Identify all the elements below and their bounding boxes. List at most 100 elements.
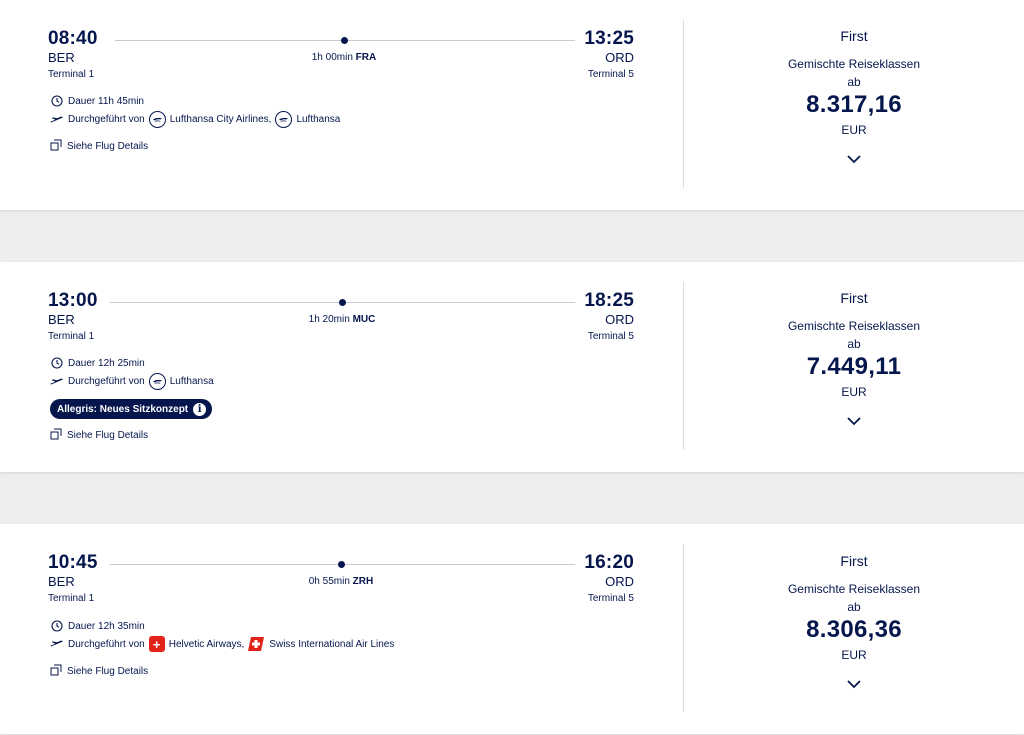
operated-by-row: Durchgeführt von Helvetic Airways, Swiss… — [50, 636, 394, 652]
duration-row: Dauer 12h 25min — [50, 356, 145, 370]
departure-airport: BER — [48, 50, 75, 65]
lufthansa-logo-icon — [275, 111, 293, 128]
stopover-airport: ZRH — [352, 576, 374, 587]
chevron-down-icon[interactable] — [847, 151, 861, 169]
arrival-time: 16:20 — [584, 552, 634, 573]
carrier: Lufthansa — [275, 111, 340, 128]
price: 8.317,16 — [806, 91, 902, 118]
stopover-dot — [339, 299, 346, 306]
departure-terminal: Terminal 1 — [48, 331, 95, 342]
lufthansa-logo-icon — [148, 373, 166, 390]
mixed-cabin-label: Gemischte Reiseklassen — [787, 582, 921, 596]
price: 8.306,36 — [806, 616, 902, 643]
fare-option[interactable]: First Gemischte Reiseklassen ab 7.449,11… — [684, 290, 1024, 431]
currency: EUR — [841, 123, 867, 137]
mixed-cabin-label: Gemischte Reiseklassen — [787, 319, 921, 333]
stopover-dot — [338, 561, 345, 568]
arrival-time: 18:25 — [584, 290, 634, 311]
stopover-airport: FRA — [355, 52, 377, 63]
price-from-label: ab — [847, 337, 861, 351]
lufthansa-logo-icon — [148, 111, 166, 128]
arrival-terminal: Terminal 5 — [587, 331, 634, 342]
flight-details-label: Siehe Flug Details — [67, 430, 149, 441]
plane-icon — [50, 113, 64, 127]
arrival-terminal: Terminal 5 — [587, 593, 634, 604]
fare-option[interactable]: First Gemischte Reiseklassen ab 8.306,36… — [684, 553, 1024, 694]
currency: EUR — [841, 385, 867, 399]
chevron-down-icon[interactable] — [847, 676, 861, 694]
arrival-time: 13:25 — [584, 28, 634, 49]
flight-details-link[interactable]: Siehe Flug Details — [50, 139, 148, 154]
flight-details-label: Siehe Flug Details — [67, 666, 149, 677]
swiss-logo-icon — [248, 636, 265, 652]
operated-by-row: Durchgeführt von Lufthansa City Airlines… — [50, 111, 340, 128]
duration-text: Dauer 12h 25min — [68, 357, 145, 369]
carrier-name: Lufthansa City Airlines, — [169, 114, 272, 125]
chevron-down-icon[interactable] — [847, 413, 861, 431]
carrier-name: Lufthansa — [296, 114, 341, 125]
carrier-name: Lufthansa — [169, 376, 214, 387]
stopover-info: 1h 00min FRA — [274, 52, 414, 63]
carrier: Helvetic Airways, — [148, 636, 245, 652]
plane-icon — [50, 637, 64, 651]
duration-row: Dauer 11h 45min — [50, 94, 144, 108]
stopover-duration: 0h 55min — [308, 576, 350, 587]
stopover-duration: 1h 20min — [308, 314, 350, 325]
arrival-airport: ORD — [605, 50, 634, 65]
price: 7.449,11 — [806, 353, 902, 380]
clock-icon — [50, 619, 64, 633]
flight-details-label: Siehe Flug Details — [67, 141, 149, 152]
allegris-badge[interactable]: Allegris: Neues Sitzkonzept i — [50, 399, 213, 419]
flight-card: 08:40 BER Terminal 1 1h 00min FRA 13:25 … — [0, 0, 1024, 210]
carrier: Swiss International Air Lines — [248, 636, 394, 652]
column-divider — [683, 544, 684, 712]
stopover-airport: MUC — [352, 314, 376, 325]
external-link-icon — [50, 664, 62, 679]
carrier: Lufthansa — [148, 373, 214, 390]
flight-details-link[interactable]: Siehe Flug Details — [50, 664, 148, 679]
departure-time: 08:40 — [48, 28, 98, 49]
duration-text: Dauer 12h 35min — [68, 620, 145, 632]
flight-card: 13:00 BER Terminal 1 1h 20min MUC 18:25 … — [0, 262, 1024, 472]
operated-by-label: Durchgeführt von — [68, 114, 145, 125]
external-link-icon — [50, 428, 62, 443]
cabin-class: First — [840, 28, 868, 44]
price-from-label: ab — [847, 75, 861, 89]
stopover-dot — [341, 37, 348, 44]
carrier: Lufthansa City Airlines, — [148, 111, 272, 128]
currency: EUR — [841, 648, 867, 662]
departure-airport: BER — [48, 574, 75, 589]
departure-time: 13:00 — [48, 290, 98, 311]
stopover-info: 1h 20min MUC — [272, 314, 412, 325]
duration-text: Dauer 11h 45min — [68, 95, 144, 107]
departure-time: 10:45 — [48, 552, 98, 573]
flight-details-link[interactable]: Siehe Flug Details — [50, 428, 148, 443]
external-link-icon — [50, 139, 62, 154]
arrival-airport: ORD — [605, 574, 634, 589]
departure-terminal: Terminal 1 — [48, 593, 95, 604]
stopover-info: 0h 55min ZRH — [271, 576, 411, 587]
column-divider — [683, 282, 684, 450]
price-from-label: ab — [847, 600, 861, 614]
duration-row: Dauer 12h 35min — [50, 619, 145, 633]
carrier-name: Helvetic Airways, — [168, 638, 245, 650]
operated-by-label: Durchgeführt von — [68, 638, 145, 650]
flight-card: 10:45 BER Terminal 1 0h 55min ZRH 16:20 … — [0, 524, 1024, 734]
operated-by-label: Durchgeführt von — [68, 376, 145, 387]
plane-icon — [50, 375, 64, 389]
arrival-terminal: Terminal 5 — [587, 69, 634, 80]
info-icon[interactable]: i — [193, 402, 207, 416]
cabin-class: First — [840, 553, 868, 569]
stopover-duration: 1h 00min — [311, 52, 353, 63]
arrival-airport: ORD — [605, 312, 634, 327]
departure-airport: BER — [48, 312, 75, 327]
clock-icon — [50, 356, 64, 370]
fare-option[interactable]: First Gemischte Reiseklassen ab 8.317,16… — [684, 28, 1024, 169]
badge-label: Allegris: Neues Sitzkonzept — [57, 403, 189, 415]
column-divider — [683, 20, 684, 188]
departure-terminal: Terminal 1 — [48, 69, 95, 80]
mixed-cabin-label: Gemischte Reiseklassen — [787, 57, 921, 71]
operated-by-row: Durchgeführt von Lufthansa — [50, 373, 214, 390]
cabin-class: First — [840, 290, 868, 306]
carrier-name: Swiss International Air Lines — [269, 638, 395, 650]
